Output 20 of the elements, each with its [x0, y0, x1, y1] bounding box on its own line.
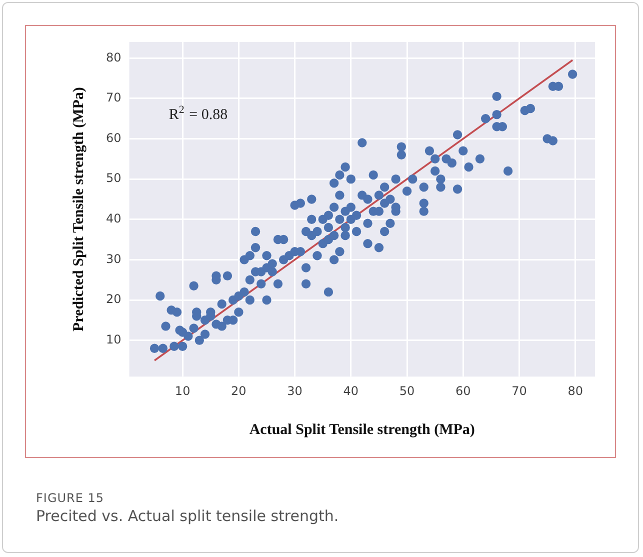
- y-tick-label: 10: [106, 332, 122, 346]
- y-tick-label: 50: [106, 171, 122, 186]
- x-tick-label: 70: [512, 384, 527, 398]
- y-tick-label: 70: [106, 90, 122, 105]
- y-tick-label: 30: [106, 252, 122, 266]
- x-tick-label: 20: [231, 384, 246, 398]
- y-tick-label: 60: [106, 130, 122, 145]
- x-tick-label: 80: [568, 384, 583, 398]
- y-tick-label: 20: [106, 292, 122, 306]
- x-axis-title: Actual Split Tensile strength (MPa): [249, 422, 475, 438]
- y-axis-title: Predicted Split Tensile strength (MPa): [70, 87, 87, 332]
- y-tick-label: 80: [106, 50, 122, 64]
- caption: FIGURE 15: [36, 491, 106, 505]
- x-tick-label: 30: [287, 384, 302, 398]
- x-tick-label: 40: [343, 384, 359, 398]
- text: Precited vs. Actual split tensile strength.: [36, 507, 339, 525]
- y-tick-label: 40: [106, 212, 122, 226]
- x-tick-label: 10: [174, 384, 190, 398]
- x-tick-label: 50: [399, 384, 415, 398]
- x-tick-label: 60: [455, 384, 471, 398]
